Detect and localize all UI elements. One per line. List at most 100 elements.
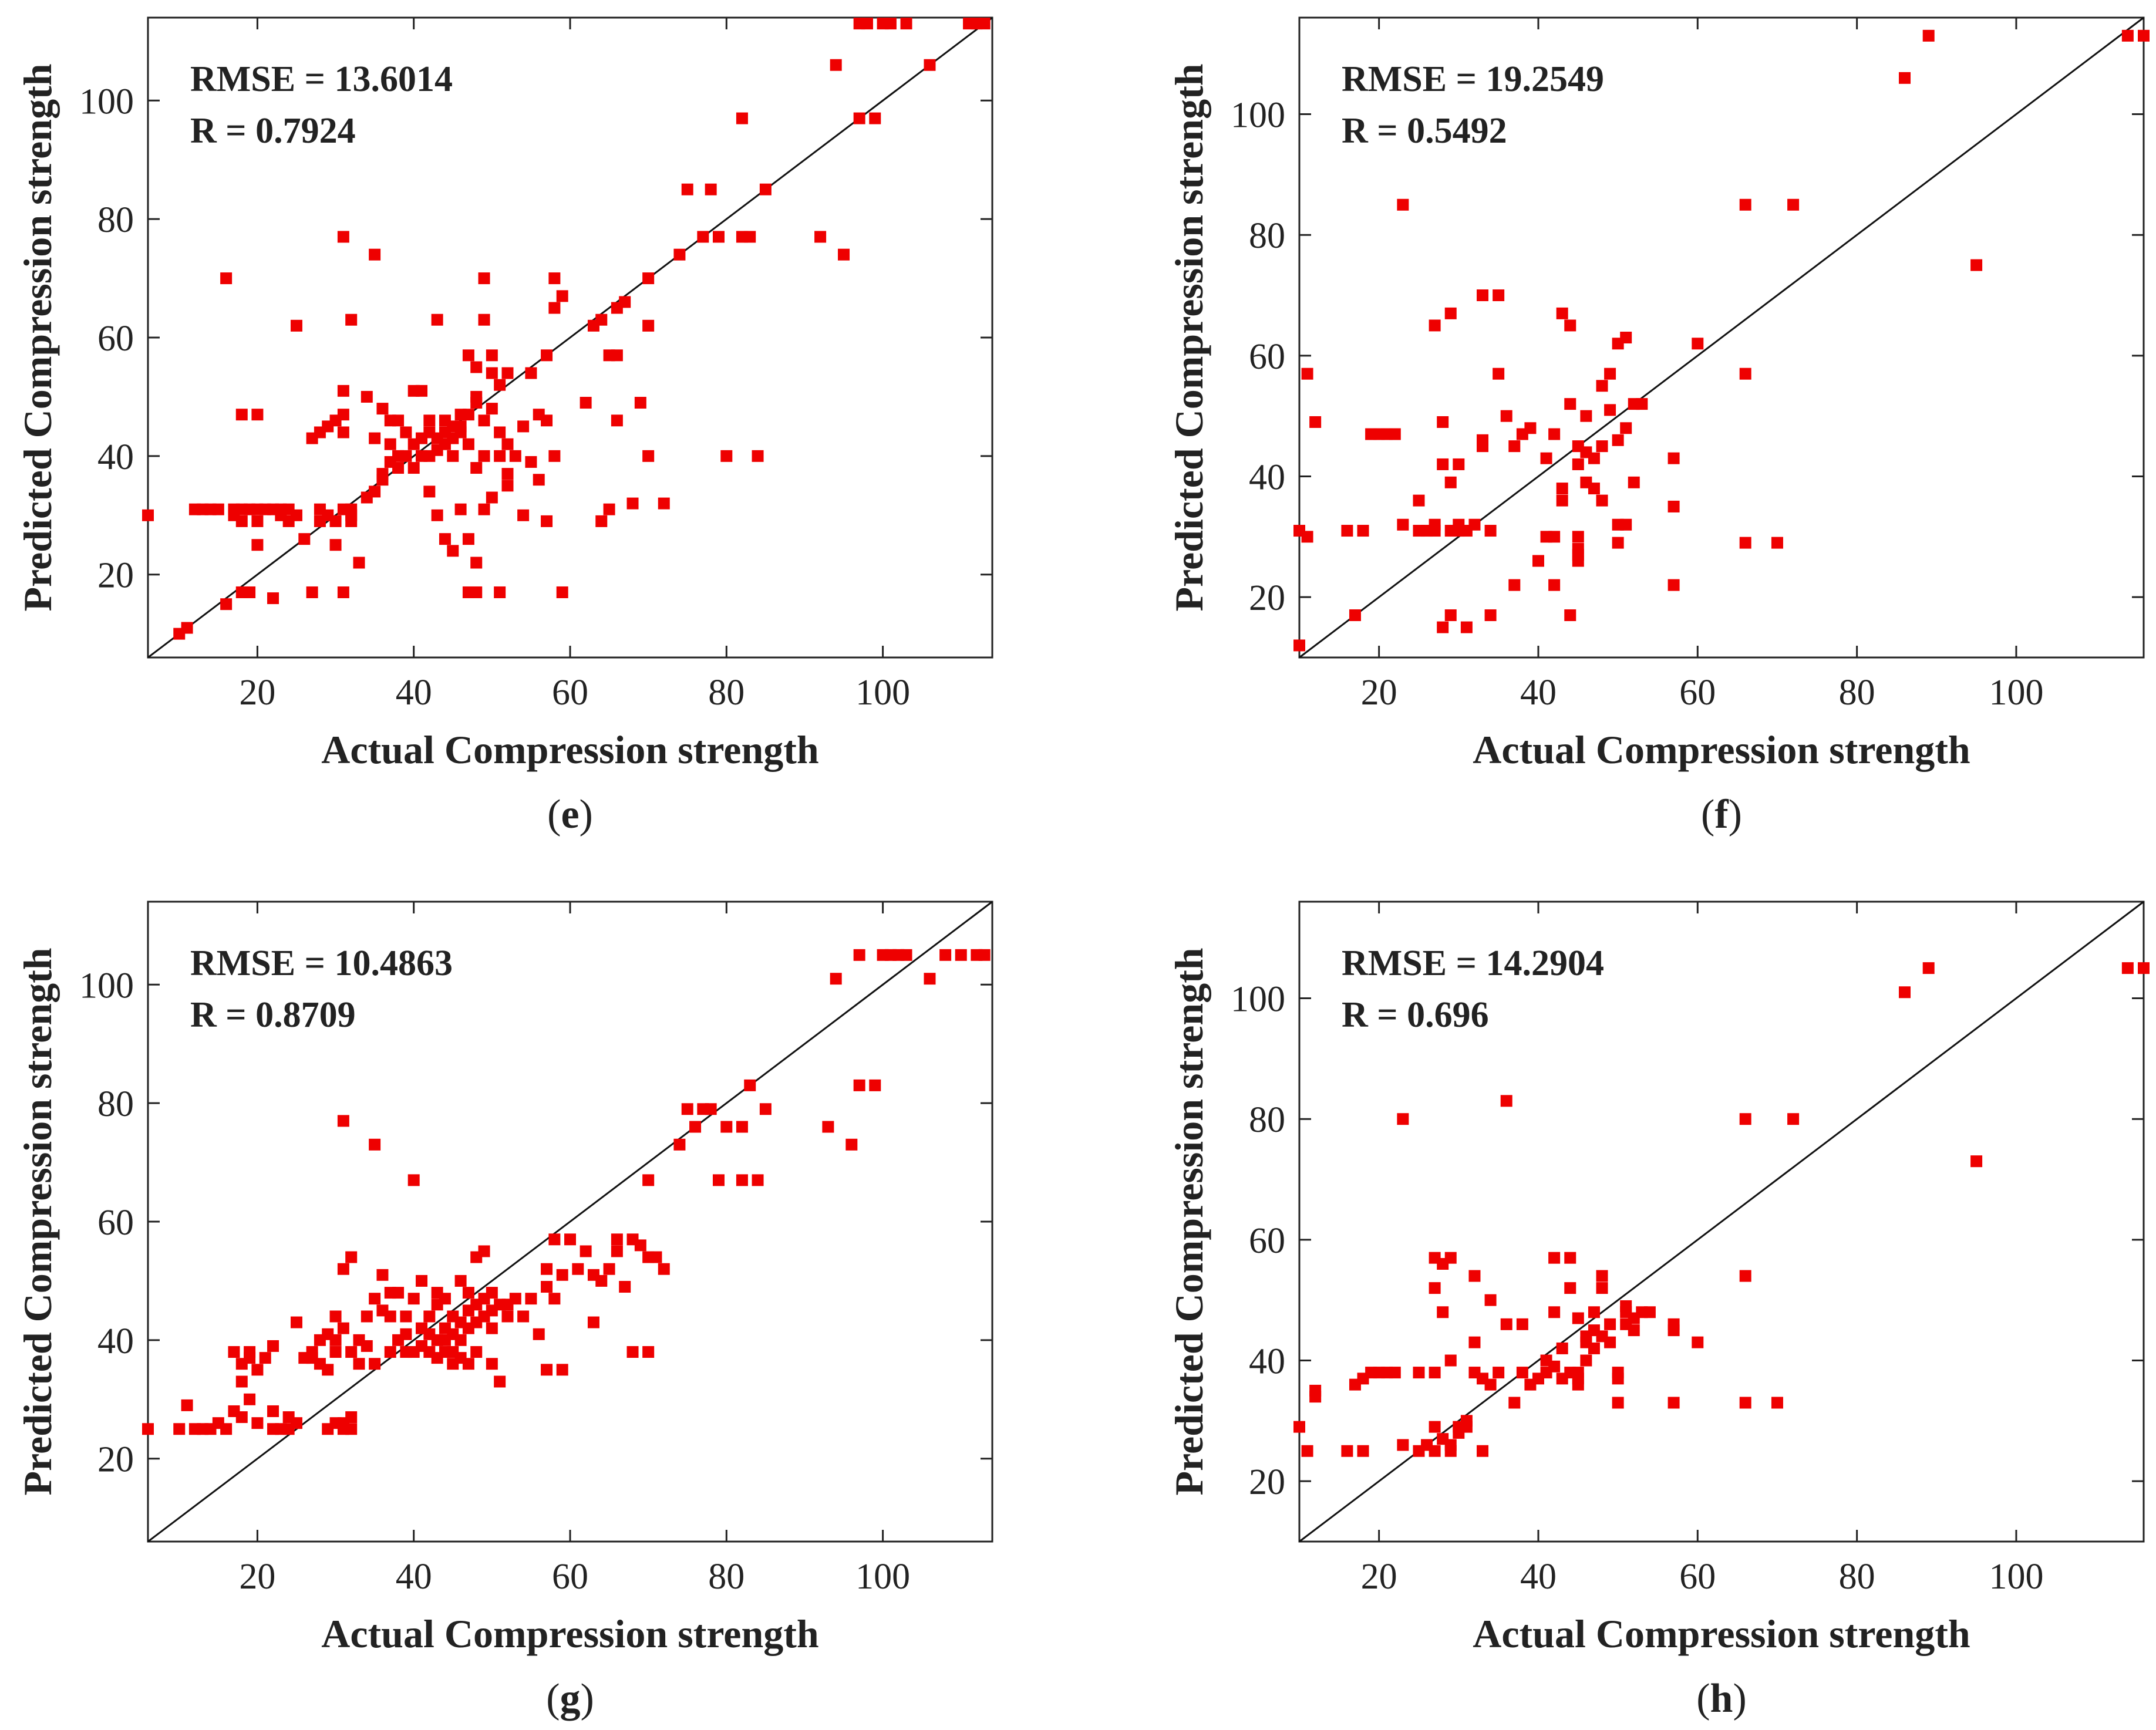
data-point [337,1115,349,1127]
data-point [556,1364,568,1376]
data-point [1477,289,1489,302]
data-point [1293,1421,1305,1433]
data-point [447,545,459,557]
data-point [1493,367,1505,380]
data-point [181,1399,193,1411]
data-point [1739,367,1751,380]
data-point [978,949,991,961]
data-point [736,1174,748,1186]
y-axis-label: Predicted Compression strength [15,63,60,611]
data-point [1532,555,1544,567]
data-point [1667,1397,1680,1409]
data-point [1620,422,1632,434]
data-point [2138,29,2150,42]
data-point [369,432,381,444]
data-point [1429,319,1441,332]
data-point [384,1346,396,1358]
y-tick-label: 20 [97,556,134,596]
data-point [329,1310,342,1323]
panel-e: 20 40 60 80 100 20 40 60 80 100 RMSE = 13.6014 R = … [15,16,993,837]
y-axis-label: Predicted Compression strength [1167,63,1211,611]
data-point [1692,338,1704,350]
data-point [900,949,912,961]
data-point [337,586,349,598]
data-point [470,586,483,598]
data-point [1604,1318,1616,1330]
data-point [1301,531,1313,543]
data-point [369,1138,381,1151]
data-point [869,1079,881,1091]
data-point [681,183,693,195]
data-point [244,586,256,598]
panel-h: 20 40 60 80 100 20 40 60 80 100 RMSE = 14.2904 R = … [1167,901,2150,1721]
data-point [736,1121,748,1133]
data-point [478,503,490,515]
data-point [1588,452,1600,464]
y-tick-label: 80 [1249,216,1285,256]
data-point [814,231,827,243]
data-point [1500,1095,1512,1107]
data-point [1564,398,1576,410]
data-point [306,586,318,598]
data-point [290,509,302,521]
data-point [290,1316,302,1328]
data-point [1604,367,1616,380]
data-point [376,403,389,415]
data-point [1309,416,1322,428]
panel-g: 20 40 60 80 100 20 40 60 80 100 RMSE = 10.4863 R = … [15,901,993,1721]
data-point [720,1121,733,1133]
data-point [1548,531,1561,543]
data-point [1460,1415,1473,1427]
x-tick-label: 60 [1679,673,1716,713]
data-point [1500,410,1512,422]
data-point [838,248,850,261]
data-point [470,462,483,474]
data-point [345,1251,358,1263]
data-point [400,426,412,439]
data-point [1572,458,1584,470]
data-point [830,59,842,71]
data-point [1516,1367,1528,1379]
data-point [1612,434,1624,446]
data-point [642,1174,655,1186]
data-point [1484,609,1497,622]
data-point [1500,1318,1512,1330]
data-point [384,1310,396,1323]
data-point [1556,483,1568,495]
data-point [580,397,592,409]
data-point [220,598,233,611]
data-point [1604,404,1616,416]
data-point [407,1293,420,1305]
data-point [1389,1367,1401,1379]
data-point [1444,476,1457,488]
data-point [595,1274,608,1287]
data-point [329,1334,342,1346]
data-point [744,231,756,243]
data-point [1413,494,1425,507]
data-point [681,1103,693,1115]
y-tick-label: 80 [1249,1100,1285,1140]
y-tick-label: 20 [97,1440,134,1480]
y-tick-label: 60 [97,1203,134,1243]
data-point [1429,1421,1441,1433]
y-tick-label: 40 [1249,1342,1285,1382]
data-point [345,1346,358,1358]
data-point [853,1079,865,1091]
data-point [235,515,248,527]
data-point [337,409,349,421]
data-point [423,414,436,427]
data-point [251,515,264,527]
data-point [259,1352,271,1364]
data-point [697,231,709,243]
data-point [353,1358,365,1370]
x-axis-label: Actual Compression strength [1473,1611,1970,1656]
data-point [822,1121,834,1133]
data-point [1596,440,1608,453]
data-point [1413,1367,1425,1379]
data-point [1667,500,1680,512]
data-point [642,272,655,285]
data-point [673,1138,686,1151]
x-axis-label: Actual Compression strength [321,727,819,772]
data-point [1899,986,1911,999]
panel-label: (h) [1696,1676,1747,1721]
